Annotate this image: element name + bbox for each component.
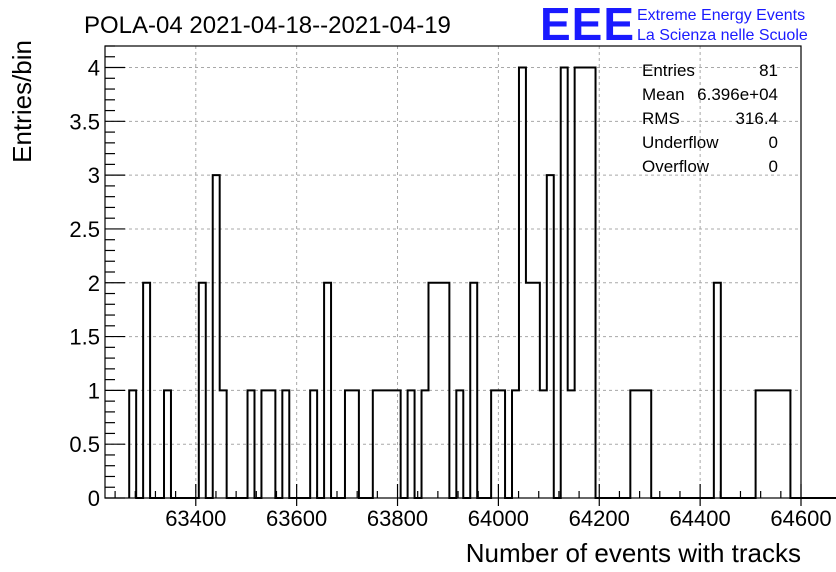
x-tick-label: 63800 (367, 506, 428, 531)
x-tick-label: 63400 (165, 506, 226, 531)
x-tick-label: 64400 (670, 506, 731, 531)
eee-logo: EEE Extreme Energy Events La Scienza nel… (540, 0, 808, 50)
y-tick-label: 2 (88, 271, 100, 296)
y-tick-label: 3 (88, 163, 100, 188)
stats-value: 0 (769, 133, 778, 152)
axes (104, 45, 802, 506)
histogram-outline (128, 66, 836, 499)
x-tick-label: 64000 (468, 506, 529, 531)
y-tick-label: 1.5 (69, 325, 100, 350)
x-tick-label: 64200 (569, 506, 630, 531)
grid-lines (105, 46, 802, 499)
stats-value: 81 (759, 61, 778, 80)
plot-frame (104, 45, 802, 499)
logo-line-1: Extreme Energy Events (637, 7, 805, 24)
x-axis-title: Number of events with tracks (466, 538, 801, 568)
x-tick-label: 63600 (266, 506, 327, 531)
stats-label: Entries (642, 61, 695, 80)
x-tick-label: 64600 (770, 506, 831, 531)
stats-value: 0 (769, 157, 778, 176)
chart-title: POLA-04 2021-04-18--2021-04-19 (84, 12, 451, 39)
logo-mark: EEE (540, 0, 635, 50)
logo-line-2: La Scienza nelle Scuole (637, 27, 808, 44)
y-tick-label: 2.5 (69, 217, 100, 242)
y-axis-title: Entries/bin (7, 40, 37, 163)
stats-value: 6.396e+04 (697, 85, 778, 104)
histogram-bars (128, 66, 836, 499)
y-tick-label: 0.5 (69, 432, 100, 457)
stats-label: RMS (642, 109, 680, 128)
stats-box: Entries 81 Mean 6.396e+04 RMS 316.4 Underflow 0… (642, 61, 778, 176)
y-tick-label: 4 (88, 56, 100, 81)
stats-value: 316.4 (735, 109, 778, 128)
stats-label: Mean (642, 85, 685, 104)
stats-label: Underflow (642, 133, 719, 152)
tick-labels: 63400 63600 63800 64000 64200 64400 64600 0 0.5 1… (69, 56, 831, 531)
stats-label: Overflow (642, 157, 710, 176)
y-tick-label: 3.5 (69, 109, 100, 134)
y-tick-label: 1 (88, 378, 100, 403)
y-tick-label: 0 (88, 486, 100, 511)
